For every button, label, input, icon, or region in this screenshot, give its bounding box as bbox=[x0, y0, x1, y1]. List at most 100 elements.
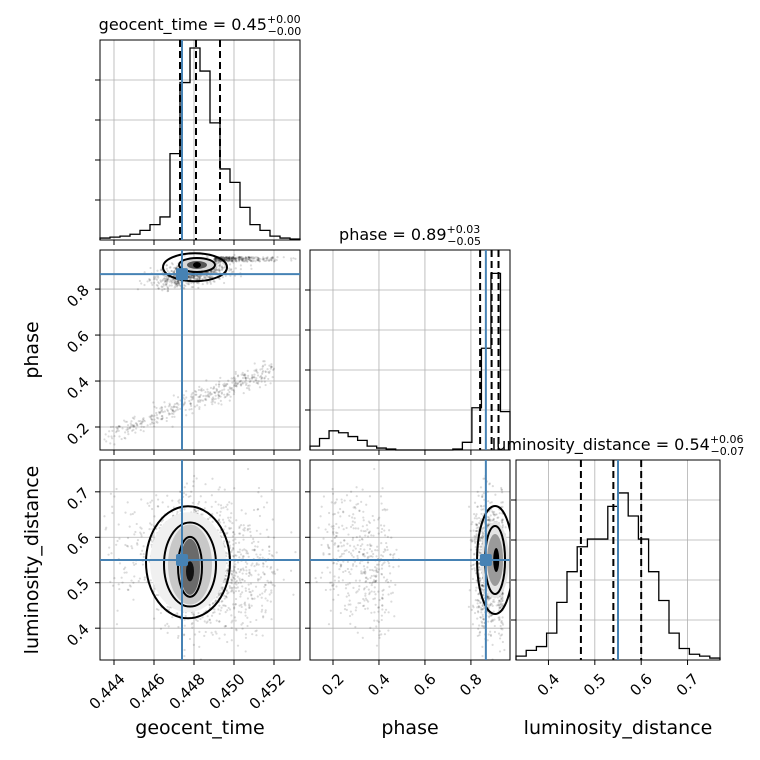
sample-point bbox=[142, 430, 145, 433]
sample-point bbox=[219, 389, 222, 393]
sample-point bbox=[132, 445, 134, 447]
title-main: phase = 0.89 bbox=[339, 225, 446, 244]
sample-point bbox=[373, 586, 376, 589]
sample-point bbox=[236, 374, 240, 377]
sample-point bbox=[173, 281, 176, 285]
sample-point bbox=[499, 603, 502, 606]
sample-point bbox=[254, 260, 257, 263]
x-tick-label: 0.448 bbox=[166, 670, 209, 713]
sample-point bbox=[335, 535, 338, 538]
sample-point bbox=[213, 611, 216, 614]
sample-point bbox=[201, 399, 205, 402]
sample-point bbox=[336, 531, 339, 535]
sample-point bbox=[211, 633, 214, 636]
sample-point bbox=[475, 579, 478, 582]
sample-point bbox=[135, 542, 139, 545]
sample-point bbox=[264, 363, 267, 366]
sample-point bbox=[218, 269, 221, 272]
sample-point bbox=[335, 498, 338, 501]
sample-point bbox=[481, 526, 485, 529]
sample-point bbox=[209, 276, 212, 279]
sample-point bbox=[370, 582, 374, 585]
sample-point bbox=[499, 606, 502, 610]
sample-point bbox=[373, 619, 376, 622]
sample-point bbox=[331, 487, 334, 491]
sample-point bbox=[110, 435, 113, 438]
sample-point bbox=[214, 260, 218, 263]
sample-point bbox=[227, 260, 230, 263]
sample-point bbox=[224, 625, 227, 628]
sample-point bbox=[159, 611, 163, 615]
sample-point bbox=[139, 552, 142, 556]
sample-point bbox=[198, 276, 201, 279]
sample-point bbox=[239, 257, 243, 260]
sample-point bbox=[118, 537, 121, 540]
y-tick-label: 0.4 bbox=[63, 373, 93, 403]
sample-point bbox=[348, 599, 351, 602]
title-minus: −0.07 bbox=[711, 445, 745, 458]
x-axis-label: phase bbox=[381, 717, 438, 739]
sample-point bbox=[480, 584, 484, 587]
sample-point bbox=[233, 565, 237, 569]
sample-point bbox=[142, 555, 145, 559]
sample-point bbox=[479, 536, 482, 539]
sample-point bbox=[126, 427, 129, 430]
sample-point bbox=[211, 512, 214, 516]
sample-point bbox=[236, 575, 239, 578]
sample-point bbox=[223, 256, 226, 260]
sample-point bbox=[238, 556, 241, 559]
sample-point bbox=[156, 275, 159, 278]
sample-point bbox=[486, 518, 489, 522]
sample-point bbox=[368, 555, 371, 558]
sample-point bbox=[258, 260, 261, 263]
sample-point bbox=[193, 508, 196, 511]
sample-point bbox=[155, 608, 158, 611]
sample-point bbox=[498, 604, 501, 607]
sample-point bbox=[229, 581, 232, 584]
sample-point bbox=[228, 540, 231, 543]
sample-point bbox=[351, 538, 354, 541]
sample-point bbox=[212, 280, 215, 283]
sample-point bbox=[201, 616, 204, 619]
sample-point bbox=[479, 548, 482, 551]
sample-point bbox=[384, 549, 387, 552]
sample-point bbox=[244, 383, 248, 386]
sample-point bbox=[234, 257, 237, 260]
sample-point bbox=[488, 518, 491, 521]
sample-point bbox=[363, 570, 367, 573]
sample-point bbox=[290, 531, 293, 534]
sample-point bbox=[358, 579, 361, 582]
sample-point bbox=[142, 545, 145, 548]
sample-point bbox=[157, 287, 160, 290]
sample-point bbox=[260, 610, 263, 613]
sample-point bbox=[219, 521, 222, 524]
sample-point bbox=[335, 531, 338, 534]
sample-point bbox=[500, 597, 503, 601]
sample-point bbox=[351, 523, 354, 527]
sample-point bbox=[221, 266, 224, 269]
sample-point bbox=[220, 661, 222, 663]
sample-point bbox=[257, 491, 260, 494]
sample-point bbox=[477, 562, 481, 565]
sample-point bbox=[161, 289, 164, 292]
sample-point bbox=[268, 364, 271, 367]
sample-point bbox=[198, 276, 201, 279]
sample-point bbox=[364, 576, 367, 579]
sample-point bbox=[268, 593, 271, 596]
sample-point bbox=[167, 608, 170, 611]
sample-point bbox=[159, 268, 162, 272]
sample-point bbox=[218, 261, 222, 264]
sample-point bbox=[191, 501, 194, 504]
sample-point bbox=[214, 268, 217, 271]
sample-point bbox=[229, 274, 232, 277]
sample-point bbox=[150, 281, 153, 284]
sample-point bbox=[366, 607, 369, 610]
sample-point bbox=[255, 634, 258, 637]
sample-point bbox=[362, 588, 366, 591]
sample-point bbox=[337, 593, 340, 597]
sample-point bbox=[250, 593, 253, 596]
sample-point bbox=[263, 259, 266, 262]
sample-point bbox=[468, 589, 471, 592]
sample-point bbox=[491, 618, 494, 621]
sample-point bbox=[172, 410, 175, 413]
